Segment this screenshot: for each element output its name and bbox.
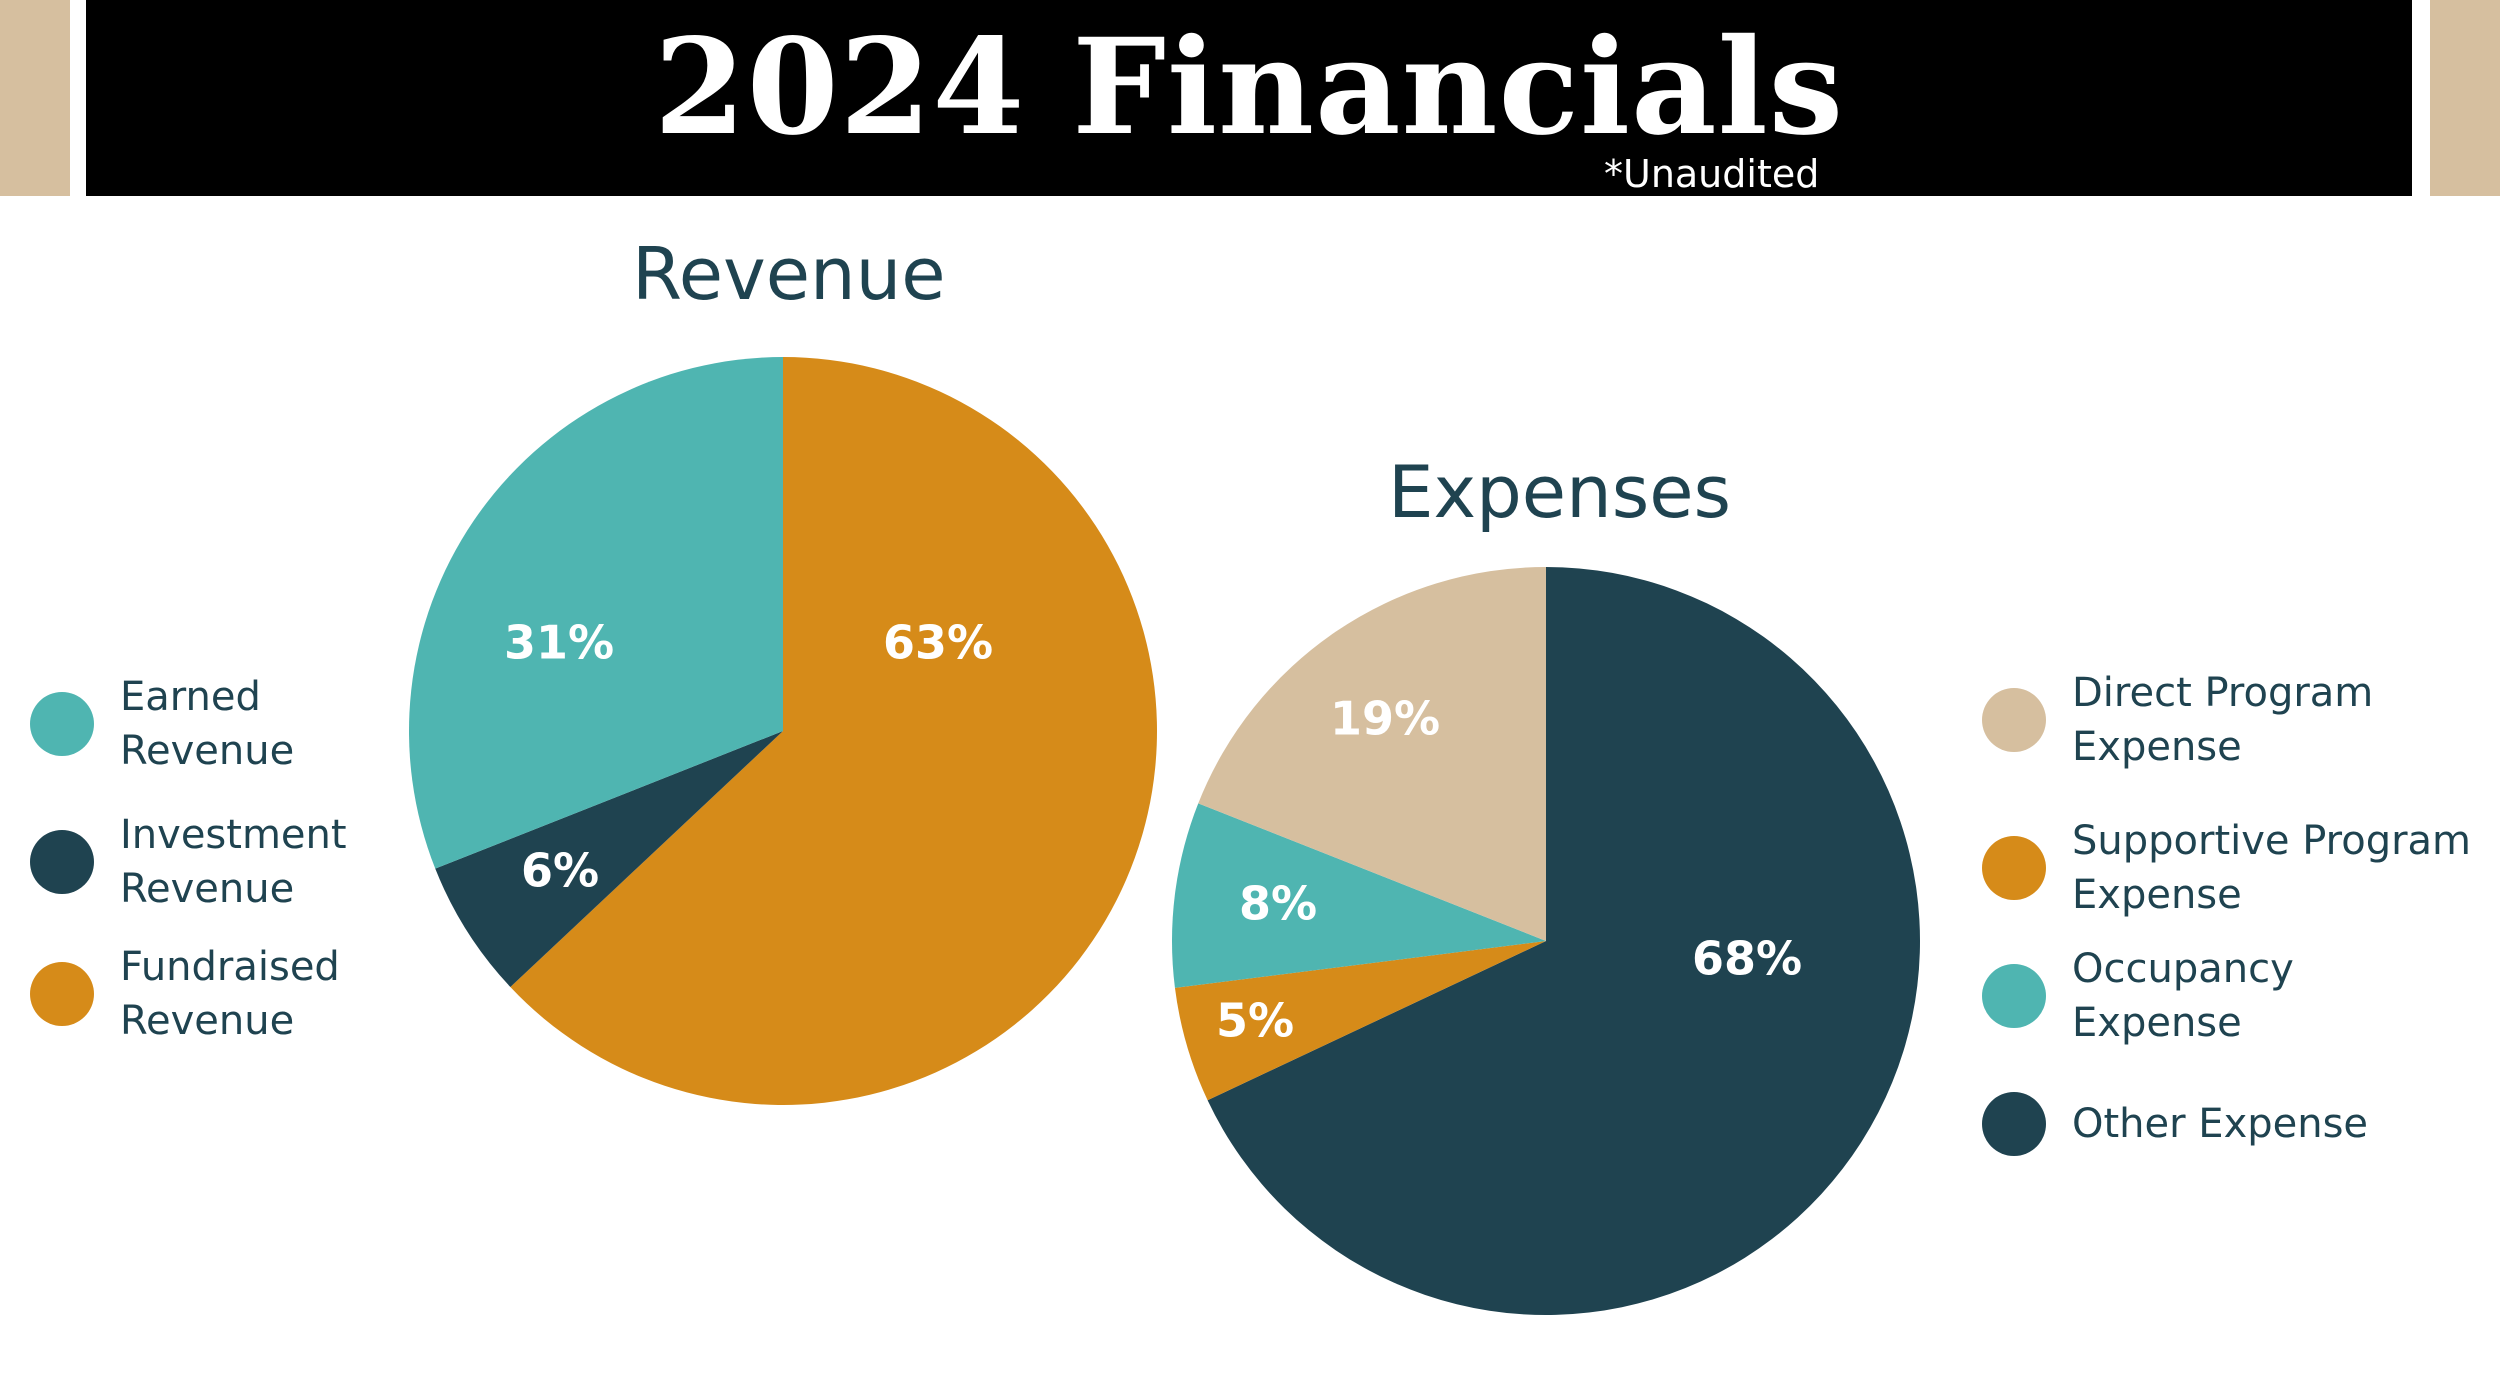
revenue-chart-title: Revenue [632,232,946,316]
expenses-chart-title: Expenses [1388,450,1732,534]
legend-label: Fundraised Revenue [120,944,340,1044]
legend-swatch [1982,688,2046,752]
legend-swatch [1982,1092,2046,1156]
legend-item-direct-program-expense: Direct Program Expense [1982,666,2492,774]
expenses-pie-chart: 19% 5% 8% 68% [1172,567,1920,1315]
legend-swatch [30,830,94,894]
revenue-pie-chart: 31% 6% 63% [408,357,1157,1105]
legend-item-fundraised-revenue: Fundraised Revenue [30,940,540,1048]
legend-swatch [30,962,94,1026]
legend-item-occupancy-expense: Occupancy Expense [1982,942,2492,1050]
revenue-slice-earned-revenue [408,357,783,869]
revenue-data-label: 6% [521,844,599,898]
page-title: 2024 Financials [653,10,1845,165]
legend-item-earned-revenue: Earned Revenue [30,670,540,778]
legend-label: Investment Revenue [120,812,347,912]
legend-label: Other Expense [2072,1101,2369,1147]
expenses-slice-other-expense [1207,567,1920,1315]
legend-label: Direct Program Expense [2072,670,2374,770]
expenses-data-label: 68% [1692,932,1802,986]
revenue-data-label: 63% [883,616,993,670]
expenses-slice-occupancy-expense [1172,803,1546,988]
expenses-data-label: 5% [1216,994,1294,1048]
legend-label: Supportive Program Expense [2072,818,2472,918]
revenue-data-label: 31% [504,616,614,670]
legend-item-other-expense: Other Expense [1982,1092,2492,1156]
right-accent-block [2430,0,2500,196]
legend-item-investment-revenue: Investment Revenue [30,808,540,916]
expenses-data-label: 19% [1330,692,1440,746]
revenue-slice-fundraised-revenue [510,357,1157,1105]
revenue-slice-investment-revenue [435,731,783,988]
legend-swatch [1982,836,2046,900]
legend-swatch [30,692,94,756]
unaudited-note: *Unaudited [1604,152,1820,196]
legend-item-supportive-program-expense: Supportive Program Expense [1982,814,2492,922]
expenses-slice-direct-program-expense [1198,567,1546,941]
left-accent-block [0,0,70,196]
legend-label: Earned Revenue [120,674,295,774]
header-bar: 2024 Financials *Unaudited [86,0,2412,196]
legend-label: Occupancy Expense [2072,946,2294,1046]
expenses-slice-supportive-program-expense [1174,941,1546,1101]
legend-swatch [1982,964,2046,1028]
expenses-data-label: 8% [1239,877,1317,931]
